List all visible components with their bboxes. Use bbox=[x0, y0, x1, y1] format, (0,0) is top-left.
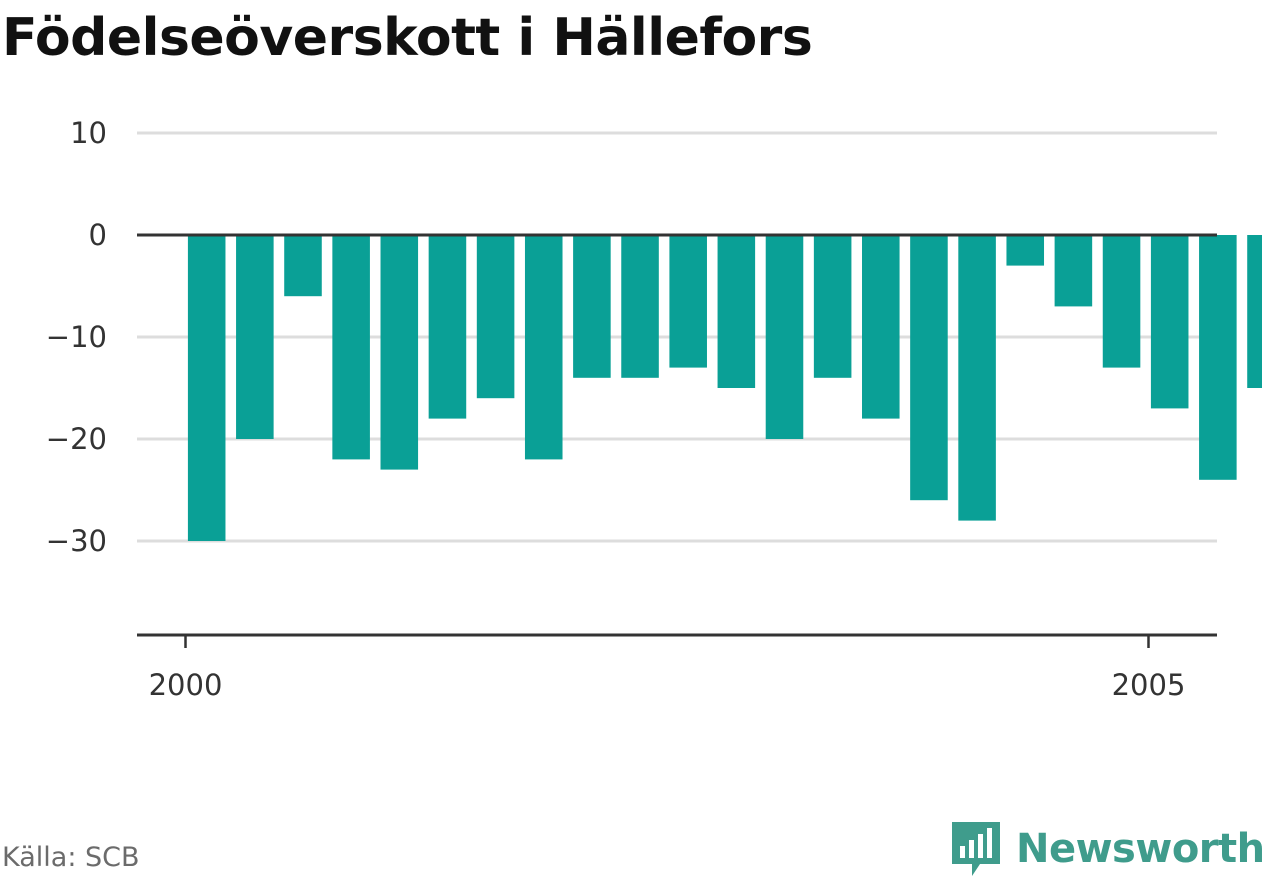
bar bbox=[1054, 235, 1093, 307]
chart-title: Födelseöverskott i Hällefors bbox=[2, 8, 813, 68]
bar bbox=[1199, 235, 1237, 480]
bar bbox=[187, 235, 226, 541]
bar bbox=[910, 235, 948, 501]
axes: 100−10−20−30200020052010201520202025 bbox=[46, 116, 1217, 702]
bar bbox=[1150, 235, 1189, 409]
bar bbox=[1102, 235, 1141, 368]
bar bbox=[428, 235, 467, 419]
y-tick-label: 10 bbox=[70, 116, 107, 150]
bar bbox=[765, 235, 804, 439]
bar bbox=[813, 235, 852, 378]
bar bbox=[573, 235, 611, 378]
x-tick-label: 2005 bbox=[1112, 668, 1186, 702]
y-tick-label: −20 bbox=[46, 422, 107, 456]
bar bbox=[524, 235, 563, 460]
bar bbox=[621, 235, 659, 378]
brand-logo[interactable]: Newsworthy bbox=[950, 818, 1262, 880]
bar bbox=[332, 235, 370, 460]
bar-series bbox=[187, 235, 1262, 541]
y-tick-label: −30 bbox=[46, 524, 107, 558]
x-tick-label: 2000 bbox=[149, 668, 223, 702]
source-note: Källa: SCB bbox=[2, 842, 140, 873]
newsworthy-logo-icon bbox=[952, 822, 1000, 876]
brand-name: Newsworthy bbox=[1016, 826, 1262, 872]
bar bbox=[476, 235, 515, 399]
bar bbox=[380, 235, 419, 470]
bar bbox=[1006, 235, 1045, 266]
bar bbox=[1247, 235, 1262, 388]
bar bbox=[717, 235, 756, 388]
bar bbox=[284, 235, 322, 297]
y-tick-label: −10 bbox=[46, 320, 107, 354]
y-tick-label: 0 bbox=[89, 218, 107, 252]
bar bbox=[862, 235, 900, 419]
bar bbox=[236, 235, 274, 439]
bar bbox=[669, 235, 707, 368]
bar bbox=[958, 235, 996, 521]
